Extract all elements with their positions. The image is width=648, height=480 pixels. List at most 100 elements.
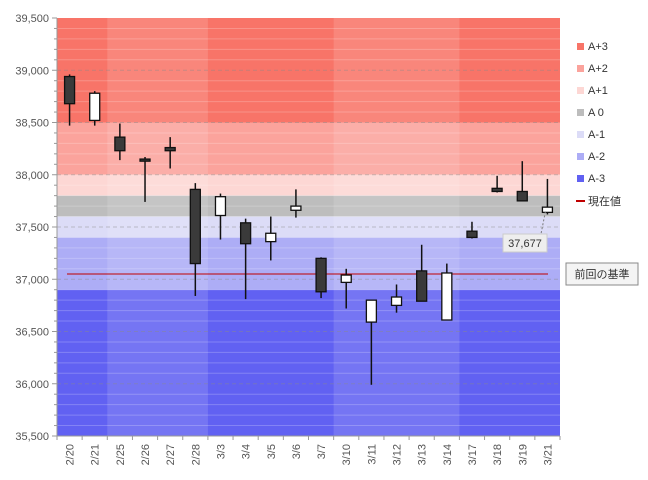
legend-swatch-0 bbox=[577, 43, 584, 50]
x-tick-label: 3/19 bbox=[517, 444, 529, 465]
previous-base-label-box: 前回の基準 bbox=[565, 262, 639, 286]
band-3 bbox=[57, 195, 560, 217]
candle-2/27 bbox=[164, 137, 176, 169]
y-tick-label: 39,000 bbox=[15, 65, 49, 77]
y-tick-label: 38,500 bbox=[15, 118, 49, 130]
candle-body-down bbox=[315, 257, 327, 293]
band-1 bbox=[57, 122, 560, 175]
x-tick-label: 3/6 bbox=[291, 444, 303, 459]
legend-label-4: A-1 bbox=[588, 129, 605, 141]
previous-base-box bbox=[565, 262, 639, 286]
candle-body-down bbox=[63, 75, 76, 105]
candle-body-down bbox=[491, 187, 503, 193]
candle-3/11 bbox=[365, 299, 378, 385]
x-tick-label: 2/20 bbox=[65, 444, 77, 465]
legend-swatch-4 bbox=[577, 131, 584, 138]
legend-swatch-5 bbox=[577, 153, 584, 160]
candle-body-up bbox=[340, 274, 352, 284]
x-tick-label: 3/11 bbox=[366, 444, 378, 465]
x-tick-label: 2/21 bbox=[90, 444, 102, 465]
week-stripe-3 bbox=[333, 18, 460, 436]
legend-label-6: A-3 bbox=[588, 173, 605, 185]
y-tick-label: 35,500 bbox=[15, 431, 49, 443]
x-tick-label: 3/3 bbox=[215, 444, 227, 459]
column-stripe-layer bbox=[107, 18, 460, 436]
callout-box bbox=[502, 233, 548, 253]
candle-body-up bbox=[89, 92, 101, 122]
current-value-callout: 37,677 bbox=[502, 211, 548, 253]
candle-body-down bbox=[416, 270, 428, 302]
x-tick-label: 3/5 bbox=[266, 444, 278, 459]
candle-body-up bbox=[265, 232, 277, 243]
candle-2/26 bbox=[139, 156, 151, 202]
legend-label-5: A-2 bbox=[588, 151, 605, 163]
x-tick-label: 3/13 bbox=[417, 444, 429, 465]
band-0 bbox=[57, 18, 560, 123]
candle-body-down bbox=[164, 146, 176, 152]
x-tick-label: 3/7 bbox=[316, 444, 328, 459]
candle-3/14 bbox=[441, 263, 453, 321]
x-tick-label: 3/18 bbox=[492, 444, 504, 465]
candle-3/3 bbox=[214, 193, 227, 240]
candle-3/4 bbox=[239, 218, 252, 300]
y-tick-label: 37,000 bbox=[15, 274, 49, 286]
candle-body-up bbox=[214, 196, 227, 217]
candle-3/6 bbox=[290, 189, 302, 218]
y-tick-layer: 35,500 36,000 36,500 37,000 37,500 38,000 38,5… bbox=[15, 13, 49, 443]
candle-3/7 bbox=[315, 257, 327, 299]
candle-3/10 bbox=[340, 268, 352, 309]
x-tick-layer: 2/20 2/21 2/25 2/26 2/27 2/28 3/3 3/4 3/5 3/6 3/7 3… bbox=[65, 444, 555, 465]
candle-body-down bbox=[114, 136, 126, 152]
x-tick-label: 3/12 bbox=[392, 444, 404, 465]
candle-body-down bbox=[139, 158, 151, 162]
candle-2/21 bbox=[89, 91, 101, 126]
candle-body-down bbox=[189, 188, 201, 265]
candle-2/25 bbox=[114, 123, 126, 161]
x-tick-label: 2/25 bbox=[115, 444, 127, 465]
candle-body-up bbox=[541, 206, 554, 214]
legend-swatch-3 bbox=[577, 109, 584, 116]
x-tick-label: 3/17 bbox=[467, 444, 479, 465]
band-6 bbox=[57, 289, 560, 436]
band-5 bbox=[57, 237, 560, 290]
candle-body-up bbox=[290, 205, 302, 211]
legend-swatch-1 bbox=[577, 65, 584, 72]
candle-3/17 bbox=[466, 221, 478, 239]
y-tick-label: 37,500 bbox=[15, 222, 49, 234]
x-tick-label: 3/21 bbox=[542, 444, 554, 465]
legend-swatch-2 bbox=[577, 87, 584, 94]
x-tick-label: 3/4 bbox=[241, 444, 253, 459]
candle-3/19 bbox=[516, 161, 528, 202]
y-tick-label: 36,000 bbox=[15, 379, 49, 391]
legend-label-1: A+2 bbox=[588, 63, 608, 75]
x-tick-label: 3/10 bbox=[341, 444, 353, 465]
band-layer bbox=[57, 18, 560, 436]
candle-3/21 bbox=[541, 178, 554, 215]
previous-base-label: 前回の基準 bbox=[575, 267, 630, 281]
legend: A+3 A+2 A+1 A 0 A-1 A-2 A-3 現在値 bbox=[576, 41, 621, 208]
y-tick-label: 39,500 bbox=[15, 13, 49, 25]
candle-body-down bbox=[239, 222, 252, 245]
legend-label-2: A+1 bbox=[588, 85, 608, 97]
candle-3/5 bbox=[265, 216, 277, 261]
legend-label-0: A+3 bbox=[588, 41, 608, 53]
legend-label-current: 現在値 bbox=[588, 195, 621, 208]
legend-label-3: A 0 bbox=[588, 107, 604, 119]
candle-body-up bbox=[390, 296, 403, 307]
candle-body-down bbox=[516, 190, 528, 202]
candle-body-up bbox=[441, 272, 453, 321]
candle-3/13 bbox=[416, 244, 428, 302]
y-tick-label: 36,500 bbox=[15, 327, 49, 339]
x-tick-label: 2/26 bbox=[140, 444, 152, 465]
candle-body-up bbox=[365, 299, 378, 323]
candle-3/18 bbox=[491, 175, 503, 193]
candle-3/12 bbox=[390, 284, 403, 313]
x-tick-label: 3/14 bbox=[442, 444, 454, 465]
candle-layer bbox=[63, 74, 554, 385]
y-tick-label: 38,000 bbox=[15, 170, 49, 182]
axis-layer bbox=[52, 17, 561, 440]
candle-body-down bbox=[466, 230, 478, 239]
current-value-label: 37,677 bbox=[508, 238, 542, 250]
candle-2/20 bbox=[63, 74, 76, 126]
candle-2/28 bbox=[189, 183, 201, 296]
